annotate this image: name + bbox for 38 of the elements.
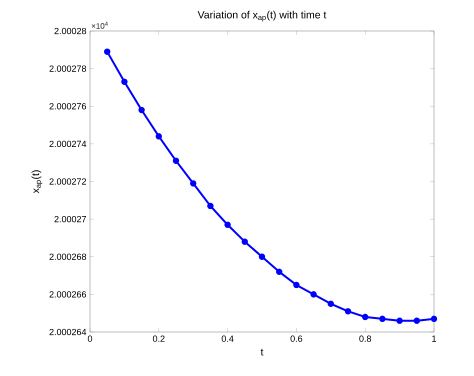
point [362, 314, 368, 320]
point [414, 318, 420, 324]
x-tick-label: 0.8 [359, 336, 372, 342]
point [310, 291, 317, 298]
point [190, 180, 196, 187]
point [396, 318, 403, 324]
point [379, 316, 386, 322]
point [172, 158, 180, 164]
y-tick-label: 2.000278 [50, 65, 86, 72]
x-tick-label: 0.2 [152, 336, 165, 342]
x-tick-label: 0.6 [290, 336, 302, 342]
point [293, 282, 300, 288]
point [156, 133, 162, 140]
point [207, 202, 214, 210]
y-tick-label: 2.000268 [50, 254, 86, 260]
point [276, 268, 282, 275]
point [138, 106, 145, 114]
y-tick-label: 2.000266 [50, 291, 86, 298]
x-tick-label: 0.4 [222, 336, 234, 342]
chart-title: Variation of x$_{ap}$(t) with time t [198, 10, 326, 22]
point [328, 300, 334, 307]
point [242, 238, 248, 245]
point [104, 48, 110, 55]
x-axis-title: t [260, 348, 264, 356]
point [258, 254, 266, 260]
point [121, 78, 128, 85]
y-tick-label: 2.00028 [54, 28, 86, 34]
y-tick-label: 2.000264 [50, 328, 86, 336]
y-tick-label: 2.000272 [50, 178, 86, 185]
x-tick-label: 0 [88, 336, 92, 342]
y-tick-label: 2.000276 [50, 103, 86, 110]
y-tick-label: 2.00027 [54, 216, 86, 222]
point [224, 222, 231, 228]
y-tick-label: 2.000274 [50, 140, 86, 148]
point [430, 316, 438, 322]
y-axis-title: x$_{ap}$(t) [32, 170, 42, 194]
point [344, 308, 352, 314]
x-tick-label: 1 [432, 336, 436, 342]
